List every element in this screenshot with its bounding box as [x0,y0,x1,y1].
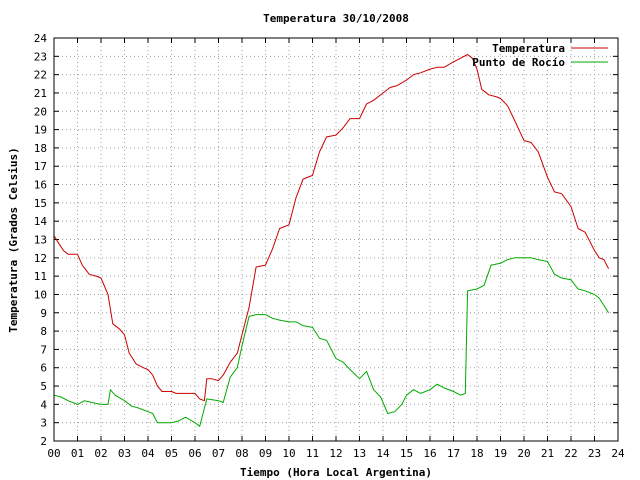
x-tick-label: 19 [494,447,507,460]
x-tick-label: 08 [235,447,248,460]
x-tick-label: 18 [470,447,483,460]
x-tick-label: 12 [329,447,342,460]
plot-frame [53,37,619,442]
y-tick-label: 22 [34,69,47,82]
y-tick-label: 8 [40,325,47,338]
y-tick-label: 5 [40,380,47,393]
y-tick-label: 23 [34,50,47,63]
x-tick-label: 22 [564,447,577,460]
x-tick-label: 21 [541,447,554,460]
chart-legend: Temperatura Punto de Rocío [472,42,608,69]
y-tick-label: 10 [34,288,47,301]
x-tick-label: 06 [188,447,201,460]
x-tick-label: 17 [447,447,460,460]
y-axis-label: Temperatura (Grados Celsius) [7,147,20,332]
chart-title: Temperatura 30/10/2008 [263,12,409,25]
x-tick-label: 07 [212,447,225,460]
y-tick-label: 6 [40,362,47,375]
y-tick-label: 19 [34,124,47,137]
series-punto-de-rocio-line [53,257,610,427]
y-tick-label: 21 [34,87,47,100]
y-tick-label: 14 [34,215,48,228]
legend-label-temperatura: Temperatura [492,42,565,55]
x-tick-label: 15 [400,447,413,460]
x-tick-label: 09 [259,447,272,460]
legend-label-punto-de-rocio: Punto de Rocío [472,56,565,69]
x-tick-label: 20 [517,447,530,460]
x-tick-label: 03 [118,447,131,460]
x-tick-label: 04 [141,447,155,460]
y-tick-label: 3 [40,417,47,430]
x-tick-label: 05 [165,447,178,460]
x-tick-label: 13 [353,447,366,460]
x-axis-label: Tiempo (Hora Local Argentina) [240,466,432,479]
y-tick-label: 15 [34,197,47,210]
x-tick-label: 14 [376,447,390,460]
y-tick-label: 12 [34,252,47,265]
y-tick-label: 11 [34,270,47,283]
y-tick-label: 4 [40,398,47,411]
y-tick-label: 24 [34,32,48,45]
y-tick-label: 7 [40,343,47,356]
y-tick-label: 9 [40,307,47,320]
x-tick-label: 24 [611,447,625,460]
y-tick-label: 17 [34,160,47,173]
x-tick-label: 23 [588,447,601,460]
x-tick-label: 16 [423,447,436,460]
y-tick-label: 13 [34,234,47,247]
x-tick-label: 11 [306,447,319,460]
y-tick-label: 2 [40,435,47,448]
y-tick-label: 20 [34,105,47,118]
x-tick-label: 01 [71,447,84,460]
series-temperatura-line [53,54,610,402]
x-tick-label: 00 [47,447,60,460]
y-tick-label: 16 [34,179,47,192]
x-tick-label: 02 [94,447,107,460]
y-tick-label: 18 [34,142,47,155]
axis-ticks: 00 01 02 03 04 05 06 07 08 09 10 11 12 13 14 15 16 17 18 19… [34,32,625,460]
x-tick-label: 10 [282,447,295,460]
series-lines [53,54,610,427]
